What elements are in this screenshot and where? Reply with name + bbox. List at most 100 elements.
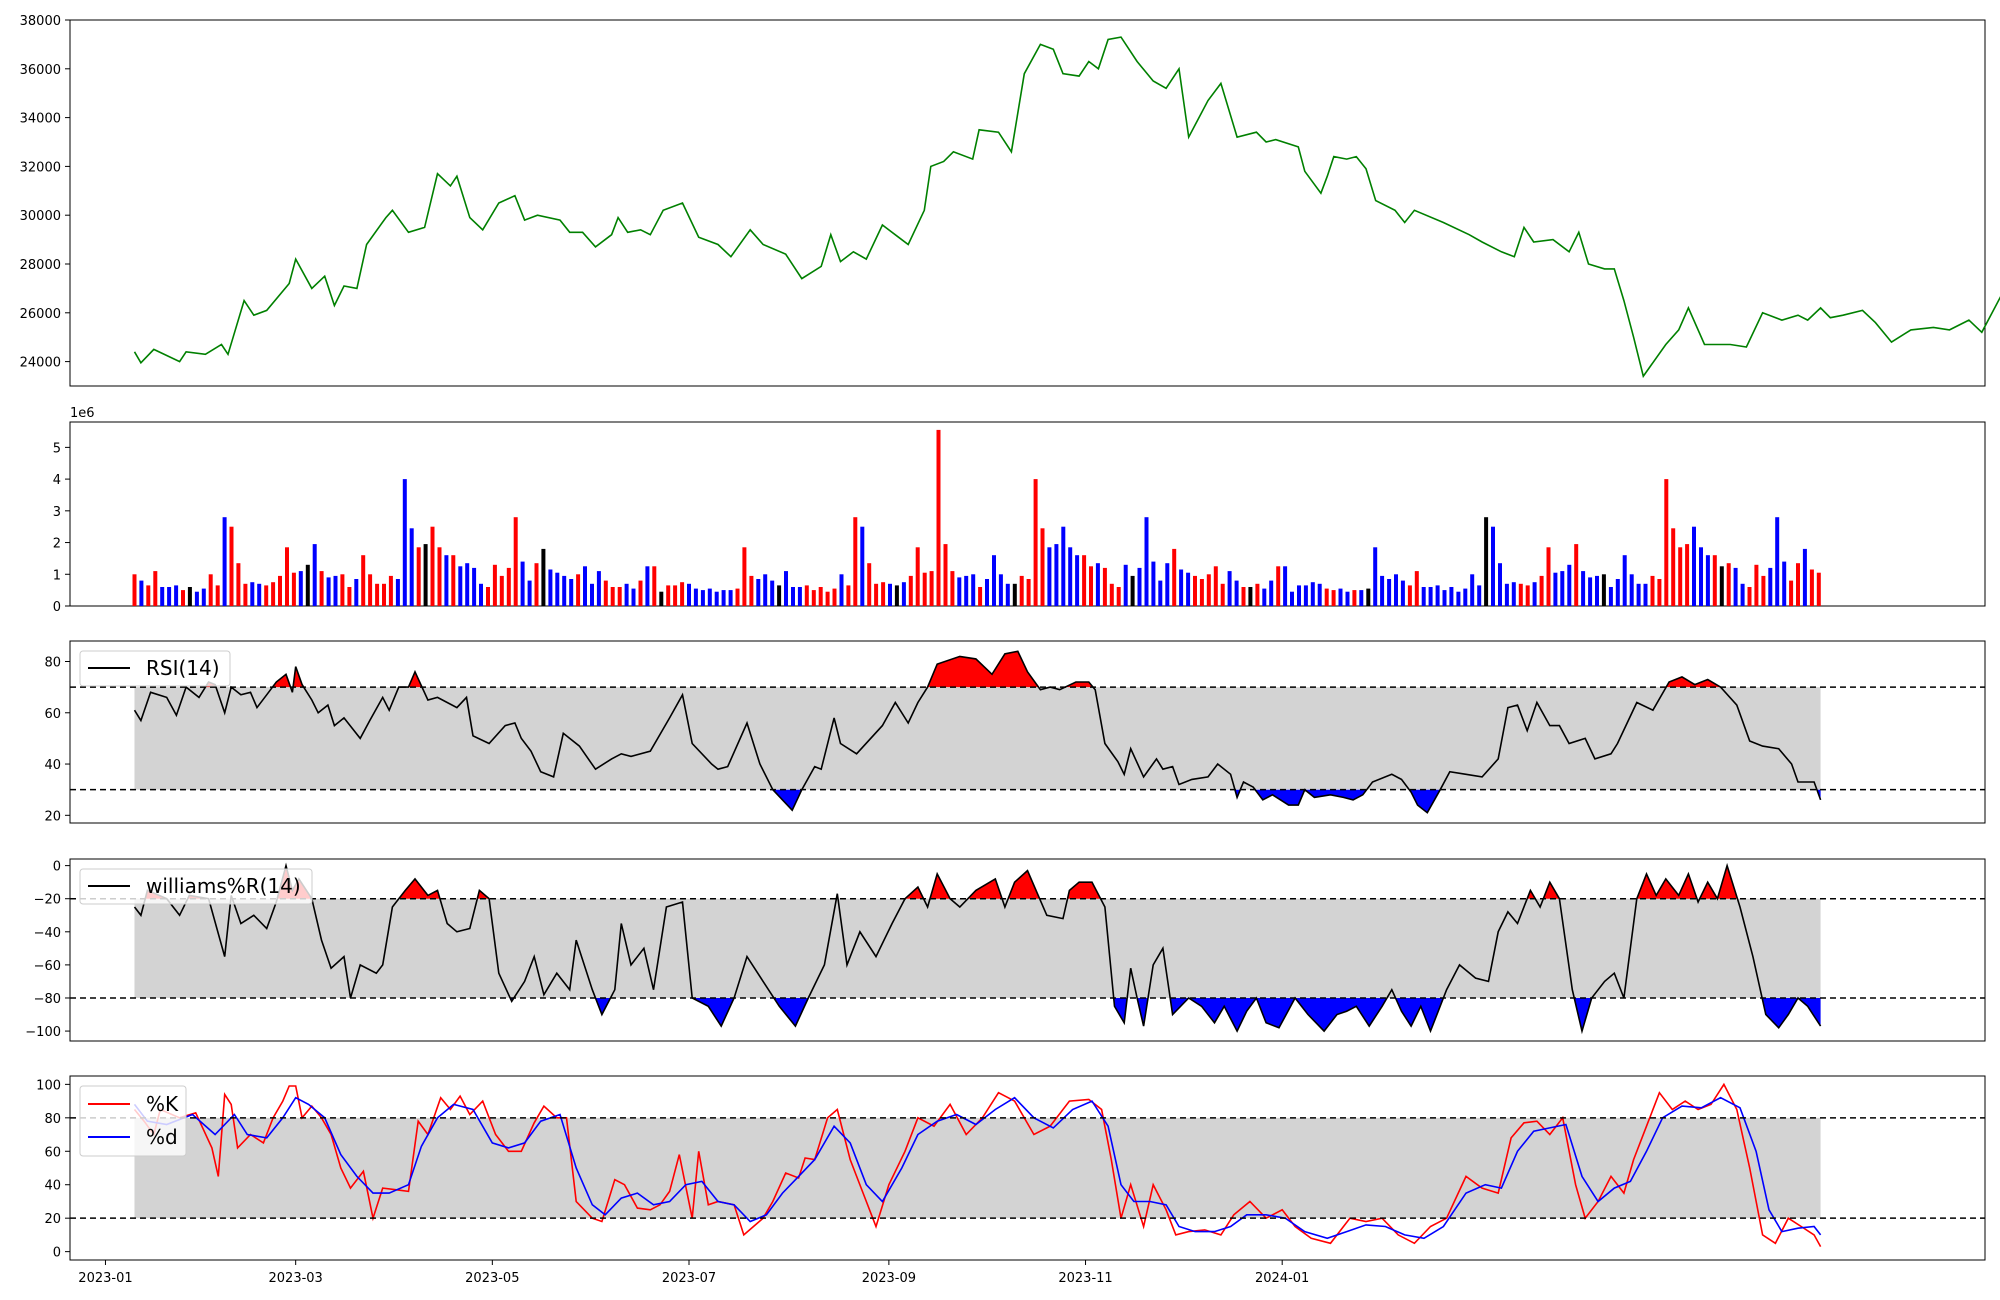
volume-bar bbox=[1387, 579, 1392, 606]
volume-bar bbox=[617, 587, 622, 606]
volume-bar bbox=[1158, 580, 1163, 606]
volume-bar bbox=[1705, 555, 1710, 606]
x-tick-label: 2023-01 bbox=[78, 1271, 132, 1286]
volume-bar bbox=[1699, 547, 1703, 606]
volume-bar bbox=[451, 555, 456, 606]
williams-legend-box bbox=[79, 868, 313, 905]
price-tick-label: 38000 bbox=[20, 14, 61, 29]
volume-bar bbox=[139, 580, 144, 606]
volume-bar bbox=[797, 587, 802, 606]
volume-bar bbox=[1241, 587, 1246, 606]
rsi-tick-label: 20 bbox=[44, 809, 61, 824]
volume-bar bbox=[215, 585, 220, 606]
volume-bar bbox=[901, 582, 906, 606]
rsi-tick-label: 40 bbox=[44, 758, 61, 773]
volume-bar bbox=[1019, 575, 1024, 606]
x-tick-label: 2023-05 bbox=[465, 1271, 519, 1286]
volume-bar bbox=[936, 429, 941, 606]
volume-axes-frame bbox=[69, 421, 1986, 607]
volume-bar bbox=[506, 567, 511, 606]
volume-bar bbox=[340, 574, 345, 606]
volume-bar bbox=[194, 591, 199, 606]
volume-bar bbox=[1498, 563, 1502, 606]
volume-bar bbox=[964, 575, 969, 606]
volume-bar bbox=[1234, 580, 1239, 606]
d-legend-label: %d bbox=[146, 1125, 178, 1149]
volume-tick-label: 3 bbox=[53, 505, 61, 520]
williams-tick-label: −60 bbox=[34, 959, 61, 974]
volume-bar bbox=[1262, 588, 1267, 606]
volume-bar bbox=[1394, 574, 1398, 606]
stochastic-tick-label: 60 bbox=[44, 1145, 61, 1160]
volume-bar bbox=[1484, 517, 1489, 606]
volume-bar bbox=[458, 566, 463, 606]
volume-bar bbox=[326, 577, 331, 606]
volume-bar bbox=[1144, 517, 1149, 606]
volume-bar bbox=[1435, 585, 1440, 606]
volume-bar bbox=[624, 583, 629, 606]
williams-band-rect bbox=[134, 898, 1821, 998]
volume-bar bbox=[187, 587, 192, 606]
volume-bar bbox=[1574, 544, 1579, 606]
stochastic-panel: 0 20 40 60 80 100 %K %d 2023-01 2023-03 2023-05… bbox=[36, 1075, 1986, 1286]
volume-bar bbox=[1366, 588, 1371, 606]
volume-bar bbox=[1601, 574, 1606, 606]
volume-bar bbox=[430, 526, 435, 606]
stochastic-y-axis: 0 20 40 60 80 100 bbox=[36, 1078, 70, 1261]
volume-bar bbox=[985, 579, 989, 606]
volume-bar bbox=[1047, 547, 1052, 606]
rsi-line bbox=[133, 650, 1822, 814]
williams-tick-label: 0 bbox=[53, 860, 61, 875]
rsi-oversold-fill bbox=[772, 789, 1821, 813]
volume-bar bbox=[298, 571, 303, 606]
volume-bar bbox=[645, 566, 650, 606]
volume-bar bbox=[1511, 582, 1516, 606]
williams-tick-label: −100 bbox=[25, 1025, 61, 1040]
volume-bar bbox=[922, 572, 927, 606]
volume-bar bbox=[1290, 591, 1294, 606]
volume-bar bbox=[562, 575, 567, 606]
volume-bar bbox=[804, 585, 809, 606]
rsi-legend: RSI(14) bbox=[79, 650, 231, 687]
volume-bar bbox=[479, 583, 483, 606]
volume-bar bbox=[1809, 569, 1814, 606]
volume-bar bbox=[1802, 548, 1807, 606]
volume-bar bbox=[1054, 544, 1059, 606]
volume-bar bbox=[992, 555, 996, 606]
volume-bar bbox=[1165, 563, 1170, 606]
x-tick-label: 2023-09 bbox=[862, 1271, 916, 1286]
volume-bar bbox=[1657, 579, 1662, 606]
volume-bar bbox=[1345, 591, 1350, 606]
volume-bar bbox=[513, 517, 518, 606]
volume-bar bbox=[1442, 590, 1447, 606]
volume-bar bbox=[638, 580, 643, 606]
volume-bar bbox=[971, 574, 976, 606]
stochastic-tick-label: 20 bbox=[44, 1212, 61, 1227]
volume-tick-label: 5 bbox=[53, 441, 61, 456]
stochastic-band-rect bbox=[134, 1117, 1821, 1219]
volume-bar bbox=[957, 577, 962, 606]
volume-bar bbox=[1297, 585, 1301, 606]
volume-bars bbox=[132, 429, 1821, 606]
volume-bar bbox=[382, 583, 386, 606]
volume-bar bbox=[1400, 580, 1405, 606]
price-panel: 24000 26000 28000 30000 32000 34000 36000 38000 bbox=[20, 14, 2000, 387]
price-y-axis: 24000 26000 28000 30000 32000 34000 36000 38000 bbox=[20, 14, 70, 371]
volume-bar bbox=[1650, 575, 1655, 606]
volume-bar bbox=[1539, 575, 1544, 606]
volume-bar bbox=[735, 588, 740, 606]
volume-bar bbox=[1283, 566, 1288, 606]
volume-bar bbox=[756, 579, 761, 606]
volume-bar bbox=[354, 579, 359, 606]
volume-bar bbox=[763, 574, 768, 606]
x-tick-label: 2023-07 bbox=[662, 1271, 716, 1286]
volume-bar bbox=[673, 585, 678, 606]
volume-bar bbox=[846, 585, 851, 606]
volume-bar bbox=[1789, 580, 1794, 606]
volume-bar bbox=[1303, 585, 1308, 606]
volume-bar bbox=[700, 590, 705, 606]
volume-bar bbox=[153, 571, 158, 606]
volume-bar bbox=[1782, 561, 1787, 606]
volume-bar bbox=[1075, 555, 1080, 606]
volume-bar bbox=[1678, 547, 1683, 606]
